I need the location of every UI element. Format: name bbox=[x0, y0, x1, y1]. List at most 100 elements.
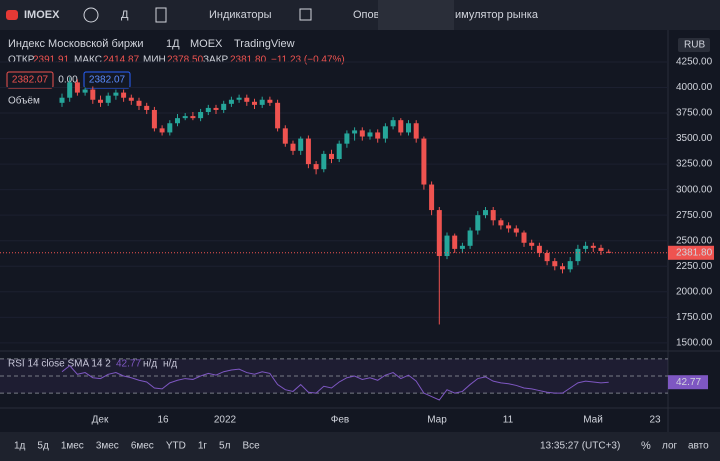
candle-body bbox=[159, 128, 165, 133]
candle-body bbox=[305, 138, 311, 165]
y-tick-label: 2250.00 bbox=[676, 261, 713, 272]
x-tick-label: Дек bbox=[92, 415, 109, 426]
range-button[interactable]: 6мес bbox=[131, 441, 154, 452]
candle-body bbox=[382, 126, 388, 139]
y-tick-label: 2500.00 bbox=[676, 235, 713, 246]
candle-body bbox=[228, 99, 234, 104]
candle-body bbox=[452, 235, 458, 249]
candle-body bbox=[313, 164, 319, 170]
rsi-na: н/д bbox=[163, 359, 177, 370]
range-button[interactable]: Все bbox=[242, 441, 260, 452]
candle-body bbox=[167, 123, 173, 133]
candle-body bbox=[567, 261, 573, 270]
candle-body bbox=[352, 130, 358, 134]
candle-body bbox=[329, 153, 334, 159]
range-button[interactable]: 1г bbox=[198, 441, 208, 452]
low-label: МИН bbox=[143, 55, 166, 66]
range-button[interactable]: YTD bbox=[166, 441, 186, 452]
candle-body bbox=[321, 153, 327, 170]
candle-body bbox=[90, 89, 96, 100]
candle-body bbox=[298, 138, 304, 151]
candle-body bbox=[182, 116, 188, 119]
bottom-bar bbox=[0, 432, 720, 461]
candle-body bbox=[375, 132, 381, 139]
candle-body bbox=[198, 112, 204, 119]
rsi-value: 42.77 bbox=[116, 359, 141, 370]
candle-body bbox=[606, 251, 612, 253]
x-tick-label: Май bbox=[583, 415, 603, 426]
candle-body bbox=[529, 242, 535, 246]
interval[interactable]: Д bbox=[121, 9, 129, 21]
candle-body bbox=[552, 261, 558, 267]
x-tick-label: 23 bbox=[649, 415, 661, 426]
candle-body bbox=[205, 107, 211, 113]
add-button[interactable] bbox=[83, 7, 99, 23]
last-price-box bbox=[668, 245, 714, 260]
candle-body bbox=[221, 103, 227, 110]
candle-body bbox=[413, 123, 419, 139]
candle-body bbox=[390, 120, 396, 127]
volume-label: Объём bbox=[8, 95, 40, 107]
currency[interactable]: RUB bbox=[684, 40, 705, 51]
candle-body bbox=[498, 220, 504, 226]
candle-body bbox=[282, 128, 288, 144]
y-tick-label: 3250.00 bbox=[676, 159, 713, 170]
candle-body bbox=[344, 133, 350, 144]
candle-body bbox=[598, 247, 604, 251]
layouts[interactable] bbox=[299, 8, 312, 21]
rsi-label: RSI 14 close SMA 14 2 bbox=[8, 359, 111, 370]
buy-box[interactable] bbox=[83, 71, 131, 89]
candle-body bbox=[467, 230, 473, 246]
candle-body bbox=[59, 97, 65, 103]
candle-body bbox=[513, 228, 519, 233]
candle-body bbox=[429, 184, 435, 211]
range-button[interactable]: 1мес bbox=[61, 441, 84, 452]
percent[interactable]: % bbox=[641, 440, 651, 452]
range-button[interactable]: 3мес bbox=[96, 441, 119, 452]
sell-box[interactable] bbox=[6, 71, 54, 89]
candle-body bbox=[436, 210, 442, 257]
candle-body bbox=[290, 143, 296, 151]
symbol[interactable]: IMOEX bbox=[24, 9, 60, 21]
candle-body bbox=[252, 101, 257, 105]
y-tick-label: 2000.00 bbox=[676, 286, 713, 297]
candle-body bbox=[359, 130, 365, 137]
candle-body bbox=[74, 82, 80, 93]
indicators[interactable]: Индикаторы bbox=[209, 9, 272, 21]
rsi-axis-value: 42.77 bbox=[676, 377, 701, 388]
legend-exchange: MOEX bbox=[190, 38, 223, 50]
x-tick-label: Фев bbox=[331, 415, 349, 426]
candle-body bbox=[113, 92, 119, 96]
clock: 13:35:27 (UTC+3) bbox=[540, 441, 620, 452]
currency-box[interactable] bbox=[678, 38, 710, 52]
candle-body bbox=[444, 235, 450, 257]
logo bbox=[6, 10, 18, 20]
y-tick-label: 4000.00 bbox=[676, 82, 713, 93]
candle-body bbox=[490, 210, 496, 221]
log[interactable]: лог bbox=[662, 441, 678, 452]
candle-body bbox=[136, 100, 142, 106]
x-tick-label: Мар bbox=[427, 415, 447, 426]
range-button[interactable]: 5л bbox=[219, 441, 231, 452]
rsi-na: н/д bbox=[143, 359, 157, 370]
y-tick-label: 1750.00 bbox=[676, 312, 713, 323]
chart-type[interactable] bbox=[155, 7, 167, 23]
replay[interactable]: имулятор рынка bbox=[455, 9, 539, 21]
candle-body bbox=[98, 99, 103, 103]
buy[interactable]: 2382.07 bbox=[89, 75, 126, 86]
legend-interval: 1Д bbox=[166, 38, 180, 50]
alerts[interactable]: Опов bbox=[353, 9, 380, 21]
toolbar bbox=[0, 0, 720, 30]
auto[interactable]: авто bbox=[688, 441, 709, 452]
close: 2381.80 bbox=[230, 55, 267, 66]
sell[interactable]: 2382.07 bbox=[12, 75, 49, 86]
candle-body bbox=[590, 245, 596, 248]
candle-body bbox=[267, 99, 273, 103]
range-button[interactable]: 5д bbox=[37, 441, 49, 452]
close-label: ЗАКР bbox=[203, 55, 229, 66]
range-button[interactable]: 1д bbox=[14, 441, 26, 452]
candle-body bbox=[82, 89, 88, 93]
